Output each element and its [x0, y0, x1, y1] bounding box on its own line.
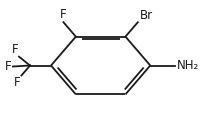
Text: F: F — [5, 60, 11, 73]
Text: F: F — [60, 8, 66, 21]
Text: NH₂: NH₂ — [176, 59, 198, 72]
Text: Br: Br — [139, 9, 152, 22]
Text: F: F — [11, 43, 18, 56]
Text: F: F — [14, 76, 20, 89]
